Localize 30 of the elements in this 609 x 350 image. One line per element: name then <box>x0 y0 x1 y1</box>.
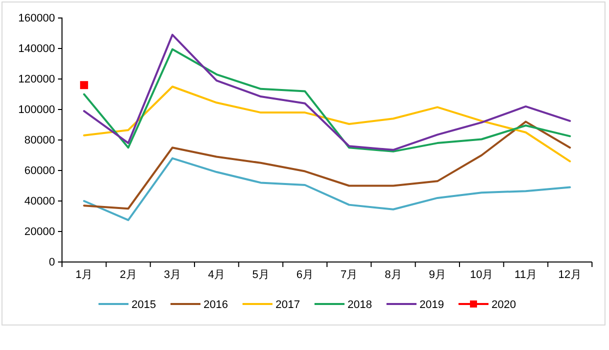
y-tick-label: 140000 <box>18 43 55 56</box>
x-tick-label: 6月 <box>296 269 314 282</box>
y-tick-label: 60000 <box>24 165 55 178</box>
x-tick-label: 5月 <box>252 269 270 282</box>
line-series <box>83 157 571 222</box>
x-tick-label: 1月 <box>76 269 93 282</box>
legend-label: 2016 <box>204 299 228 311</box>
y-tick-label: 100000 <box>18 104 55 116</box>
legend-label: 2020 <box>492 299 516 311</box>
line-series <box>83 86 571 162</box>
x-tick-label: 7月 <box>340 269 358 282</box>
x-tick-label: 10月 <box>470 269 494 282</box>
y-tick-label: 20000 <box>24 226 55 238</box>
y-tick-label: 80000 <box>24 134 55 147</box>
y-tick-label: 40000 <box>24 196 55 208</box>
x-tick-label: 9月 <box>428 269 446 282</box>
y-tick-label: 120000 <box>18 74 55 86</box>
legend-label: 2017 <box>276 299 300 311</box>
x-tick-label: 8月 <box>384 269 402 282</box>
x-tick-label: 11月 <box>514 269 537 282</box>
x-tick-label: 3月 <box>164 269 181 282</box>
y-tick-label: 0 <box>48 256 55 269</box>
legend-label: 2019 <box>420 299 444 311</box>
line-series <box>83 120 571 210</box>
legend-label: 2015 <box>132 299 156 311</box>
x-tick-label: 12月 <box>558 269 582 282</box>
y-tick-label: 160000 <box>18 12 55 25</box>
x-tick-label: 2月 <box>120 269 137 282</box>
x-tick-label: 4月 <box>208 269 226 282</box>
legend-label: 2018 <box>348 299 372 311</box>
